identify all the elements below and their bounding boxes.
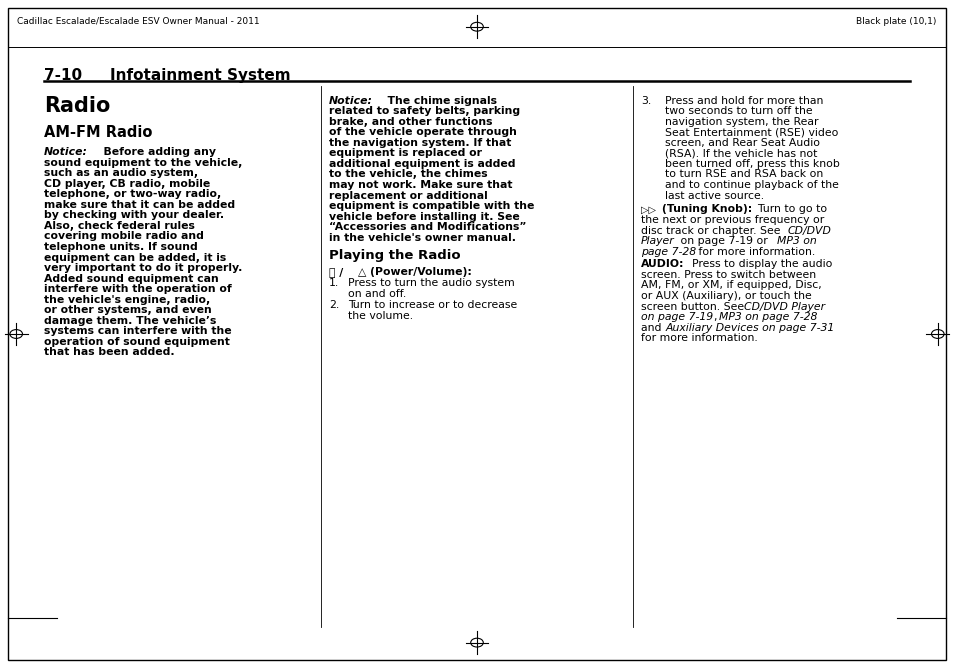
Text: 2.: 2. <box>329 301 339 311</box>
Text: to turn RSE and RSA back on: to turn RSE and RSA back on <box>664 170 822 180</box>
Text: △ (Power/Volume):: △ (Power/Volume): <box>357 267 471 277</box>
Text: very important to do it properly.: very important to do it properly. <box>44 263 242 273</box>
Text: MP3 on page 7-28: MP3 on page 7-28 <box>719 312 817 322</box>
Text: and: and <box>640 323 664 333</box>
Text: Notice:: Notice: <box>44 147 88 157</box>
Text: in the vehicle's owner manual.: in the vehicle's owner manual. <box>329 232 516 242</box>
Text: equipment can be added, it is: equipment can be added, it is <box>44 253 226 263</box>
Text: and to continue playback of the: and to continue playback of the <box>664 180 838 190</box>
Text: Cadillac Escalade/Escalade ESV Owner Manual - 2011: Cadillac Escalade/Escalade ESV Owner Man… <box>17 17 259 25</box>
Text: that has been added.: that has been added. <box>44 347 174 357</box>
Text: page 7-28: page 7-28 <box>640 246 696 257</box>
Text: covering mobile radio and: covering mobile radio and <box>44 231 204 241</box>
Text: Before adding any: Before adding any <box>96 147 216 157</box>
Text: to the vehicle, the chimes: to the vehicle, the chimes <box>329 170 487 180</box>
Text: the next or previous frequency or: the next or previous frequency or <box>640 215 823 225</box>
Text: ▷▷: ▷▷ <box>640 204 656 214</box>
Text: 3.: 3. <box>640 96 651 106</box>
Text: Press to turn the audio system: Press to turn the audio system <box>348 279 515 289</box>
Text: Also, check federal rules: Also, check federal rules <box>44 221 194 231</box>
Text: CD/DVD: CD/DVD <box>786 226 830 236</box>
Text: by checking with your dealer.: by checking with your dealer. <box>44 210 224 220</box>
Text: telephone, or two-way radio,: telephone, or two-way radio, <box>44 189 221 199</box>
Text: of the vehicle operate through: of the vehicle operate through <box>329 127 517 137</box>
Text: interfere with the operation of: interfere with the operation of <box>44 284 232 294</box>
Text: CD player, CB radio, mobile: CD player, CB radio, mobile <box>44 178 210 188</box>
Text: Seat Entertainment (RSE) video: Seat Entertainment (RSE) video <box>664 127 838 137</box>
Text: 7-10: 7-10 <box>44 68 82 83</box>
Text: the volume.: the volume. <box>348 311 413 321</box>
Text: Press to display the audio: Press to display the audio <box>684 259 831 269</box>
Text: ,: , <box>713 312 720 322</box>
Text: the vehicle's engine, radio,: the vehicle's engine, radio, <box>44 295 210 305</box>
Text: additional equipment is added: additional equipment is added <box>329 159 515 169</box>
Text: Added sound equipment can: Added sound equipment can <box>44 274 218 284</box>
Text: for more information.: for more information. <box>640 333 757 343</box>
Text: 1.: 1. <box>329 279 339 289</box>
Text: Press and hold for more than: Press and hold for more than <box>664 96 822 106</box>
Text: vehicle before installing it. See: vehicle before installing it. See <box>329 212 519 222</box>
Text: Black plate (10,1): Black plate (10,1) <box>856 17 936 25</box>
Text: screen. Press to switch between: screen. Press to switch between <box>640 270 816 280</box>
Text: on and off.: on and off. <box>348 289 406 299</box>
Text: related to safety belts, parking: related to safety belts, parking <box>329 106 519 116</box>
Text: Radio: Radio <box>44 96 111 116</box>
Text: telephone units. If sound: telephone units. If sound <box>44 242 197 252</box>
Text: (Tuning Knob):: (Tuning Knob): <box>661 204 752 214</box>
Text: brake, and other functions: brake, and other functions <box>329 117 492 127</box>
Text: may not work. Make sure that: may not work. Make sure that <box>329 180 512 190</box>
Text: equipment is compatible with the: equipment is compatible with the <box>329 201 534 211</box>
Text: The chime signals: The chime signals <box>379 96 497 106</box>
Text: make sure that it can be added: make sure that it can be added <box>44 200 234 210</box>
Text: AM, FM, or XM, if equipped, Disc,: AM, FM, or XM, if equipped, Disc, <box>640 281 821 291</box>
Text: AUDIO:: AUDIO: <box>640 259 684 269</box>
Text: replacement or additional: replacement or additional <box>329 190 487 200</box>
Text: or other systems, and even: or other systems, and even <box>44 305 212 315</box>
Text: (RSA). If the vehicle has not: (RSA). If the vehicle has not <box>664 148 817 158</box>
Text: the navigation system. If that: the navigation system. If that <box>329 138 511 148</box>
Text: been turned off, press this knob: been turned off, press this knob <box>664 159 839 169</box>
Text: Auxiliary Devices on page 7-31: Auxiliary Devices on page 7-31 <box>665 323 834 333</box>
Text: Player: Player <box>640 236 674 246</box>
Text: Notice:: Notice: <box>329 96 373 106</box>
Text: on page 7-19: on page 7-19 <box>640 312 713 322</box>
Text: MP3 on: MP3 on <box>776 236 816 246</box>
Text: screen button. See: screen button. See <box>640 301 747 311</box>
Text: disc track or chapter. See: disc track or chapter. See <box>640 226 783 236</box>
Text: systems can interfere with the: systems can interfere with the <box>44 327 232 337</box>
Text: screen, and Rear Seat Audio: screen, and Rear Seat Audio <box>664 138 819 148</box>
Text: sound equipment to the vehicle,: sound equipment to the vehicle, <box>44 158 242 168</box>
Text: for more information.: for more information. <box>695 246 815 257</box>
Text: Turn to increase or to decrease: Turn to increase or to decrease <box>348 301 517 311</box>
Text: last active source.: last active source. <box>664 190 763 200</box>
Text: navigation system, the Rear: navigation system, the Rear <box>664 117 818 127</box>
Text: AM-FM Radio: AM-FM Radio <box>44 125 152 140</box>
Text: “Accessories and Modifications”: “Accessories and Modifications” <box>329 222 526 232</box>
Text: Infotainment System: Infotainment System <box>110 68 290 83</box>
Text: damage them. The vehicle’s: damage them. The vehicle’s <box>44 316 216 326</box>
Text: Playing the Radio: Playing the Radio <box>329 248 460 262</box>
Text: or AUX (Auxiliary), or touch the: or AUX (Auxiliary), or touch the <box>640 291 811 301</box>
Text: Turn to go to: Turn to go to <box>750 204 826 214</box>
Text: two seconds to turn off the: two seconds to turn off the <box>664 106 812 116</box>
Text: operation of sound equipment: operation of sound equipment <box>44 337 230 347</box>
Text: ⏽ /: ⏽ / <box>329 267 343 277</box>
Text: such as an audio system,: such as an audio system, <box>44 168 198 178</box>
Text: CD/DVD Player: CD/DVD Player <box>743 301 824 311</box>
Text: equipment is replaced or: equipment is replaced or <box>329 148 481 158</box>
Text: on page 7-19 or: on page 7-19 or <box>677 236 771 246</box>
